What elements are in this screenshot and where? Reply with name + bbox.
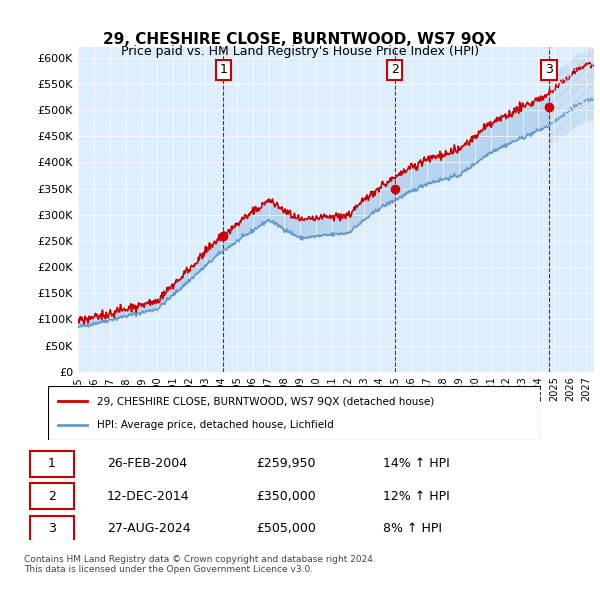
Text: 14% ↑ HPI: 14% ↑ HPI: [383, 457, 449, 470]
Text: 26-FEB-2004: 26-FEB-2004: [107, 457, 187, 470]
Text: 2: 2: [47, 490, 56, 503]
FancyBboxPatch shape: [48, 386, 540, 440]
Text: £505,000: £505,000: [256, 522, 316, 535]
FancyBboxPatch shape: [29, 483, 74, 509]
Text: HPI: Average price, detached house, Lichfield: HPI: Average price, detached house, Lich…: [97, 419, 334, 430]
Text: 27-AUG-2024: 27-AUG-2024: [107, 522, 190, 535]
Text: 2: 2: [391, 63, 398, 77]
Text: 29, CHESHIRE CLOSE, BURNTWOOD, WS7 9QX: 29, CHESHIRE CLOSE, BURNTWOOD, WS7 9QX: [103, 32, 497, 47]
Text: Price paid vs. HM Land Registry's House Price Index (HPI): Price paid vs. HM Land Registry's House …: [121, 45, 479, 58]
FancyBboxPatch shape: [29, 516, 74, 541]
Text: Contains HM Land Registry data © Crown copyright and database right 2024.
This d: Contains HM Land Registry data © Crown c…: [24, 555, 376, 574]
Text: 29, CHESHIRE CLOSE, BURNTWOOD, WS7 9QX (detached house): 29, CHESHIRE CLOSE, BURNTWOOD, WS7 9QX (…: [97, 396, 434, 407]
Text: 1: 1: [220, 63, 227, 77]
Text: 12-DEC-2014: 12-DEC-2014: [107, 490, 190, 503]
FancyBboxPatch shape: [29, 451, 74, 477]
Text: 12% ↑ HPI: 12% ↑ HPI: [383, 490, 449, 503]
Text: £350,000: £350,000: [256, 490, 316, 503]
Text: 8% ↑ HPI: 8% ↑ HPI: [383, 522, 442, 535]
Text: £259,950: £259,950: [256, 457, 316, 470]
Text: 1: 1: [47, 457, 56, 470]
Text: 3: 3: [47, 522, 56, 535]
Text: 3: 3: [545, 63, 553, 77]
